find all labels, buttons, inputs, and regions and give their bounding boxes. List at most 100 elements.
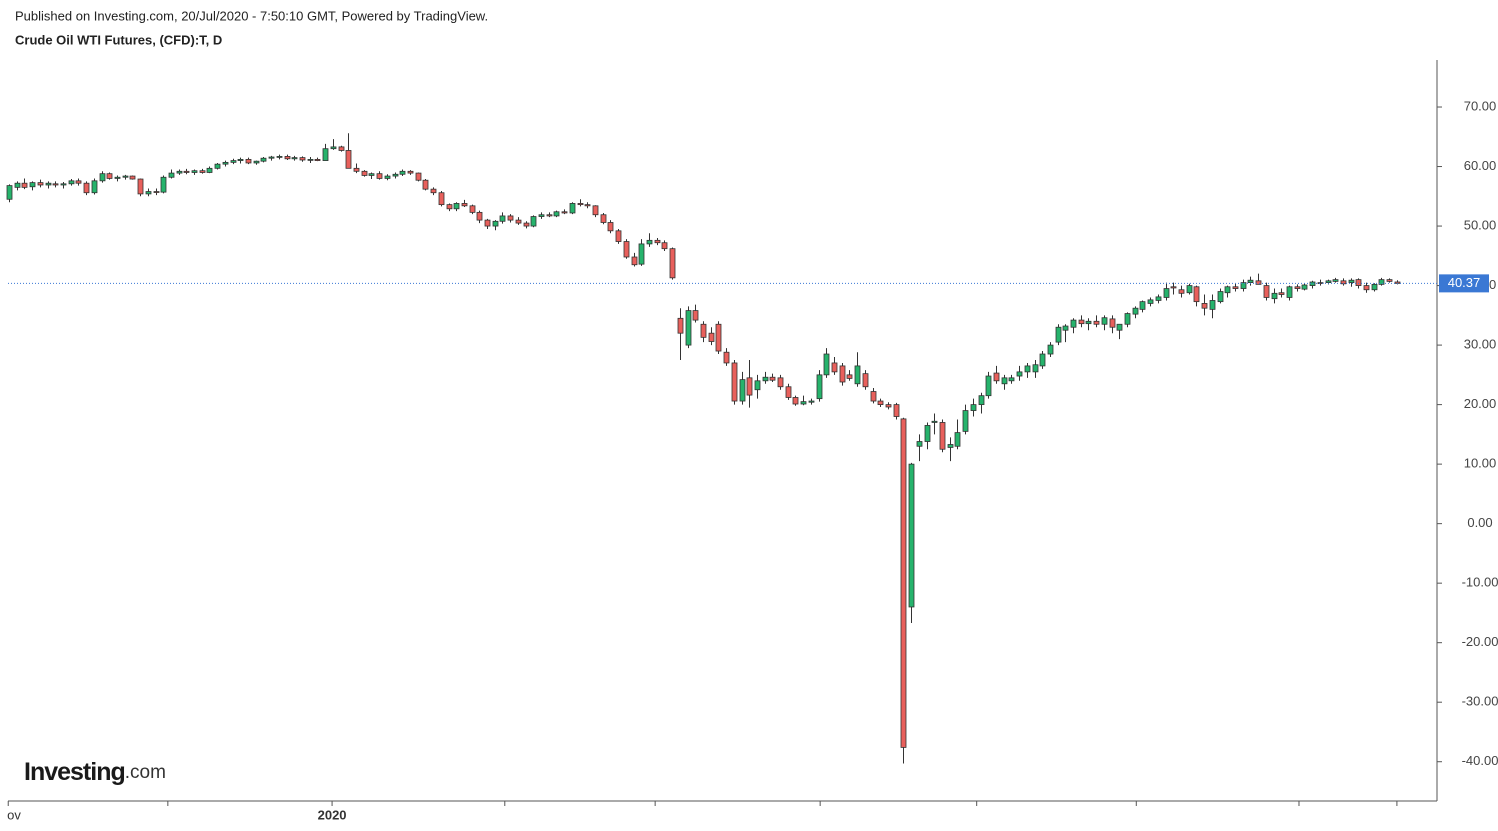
candle-body <box>692 310 699 321</box>
candle-body <box>646 239 653 245</box>
candle-body <box>1263 285 1270 298</box>
candle-body <box>1294 286 1301 289</box>
candle-body <box>592 205 599 216</box>
candle-body <box>75 180 82 184</box>
candle-body <box>839 365 846 383</box>
candle-body <box>415 172 422 181</box>
candle-body <box>407 170 414 174</box>
candle-body <box>769 376 776 381</box>
candle-body <box>307 158 314 161</box>
candle-body <box>1070 319 1077 328</box>
candle-body <box>368 173 375 176</box>
candle-body <box>68 180 75 185</box>
candle-body <box>345 150 352 169</box>
candle-body <box>515 219 522 224</box>
candle-body <box>1209 300 1216 310</box>
candle-body <box>1109 318 1116 328</box>
candle-body <box>461 203 468 207</box>
candle-body <box>553 211 560 217</box>
candle-body <box>1032 364 1039 373</box>
candle-body <box>623 241 630 258</box>
y-tick-label: -10.00 <box>1462 575 1498 590</box>
logo: Investing.com <box>24 758 166 786</box>
candle-body <box>1355 279 1362 286</box>
candle-body <box>723 351 730 364</box>
candle-body <box>954 432 961 447</box>
candle-body <box>376 173 383 179</box>
candle-body <box>399 170 406 175</box>
candle-body <box>230 160 237 163</box>
logo-suffix: .com <box>125 762 166 783</box>
candle-body <box>985 375 992 397</box>
candle-body <box>823 353 830 376</box>
candle-body <box>546 214 553 217</box>
candle-body <box>1247 279 1254 283</box>
candle-body <box>438 192 445 206</box>
y-tick-label: 60.00 <box>1464 158 1497 173</box>
candle-body <box>1085 320 1092 325</box>
candle-body <box>1016 371 1023 377</box>
candle-body <box>1055 326 1062 343</box>
candle-body <box>253 160 260 164</box>
candle-body <box>1008 377 1015 382</box>
candle-body <box>83 182 90 194</box>
candle-body <box>453 203 460 210</box>
candle-body <box>484 219 491 227</box>
candle-body <box>1001 377 1008 385</box>
candle-body <box>700 323 707 338</box>
y-tick-label: 50.00 <box>1464 217 1497 232</box>
candle-body <box>731 362 738 402</box>
candle-body <box>153 191 160 193</box>
candle-body <box>893 404 900 417</box>
candle-body <box>993 372 1000 382</box>
candle-body <box>245 158 252 164</box>
candle-body <box>947 444 954 448</box>
candle-body <box>530 216 537 227</box>
candle-body <box>392 173 399 177</box>
candle-body <box>99 173 106 182</box>
candle-body <box>862 373 869 388</box>
candle-body <box>1155 296 1162 301</box>
y-tick-label: 70.00 <box>1464 98 1497 113</box>
candle-body <box>1163 288 1170 298</box>
candle-body <box>792 397 799 405</box>
candle-body <box>353 167 360 172</box>
candle-body <box>1039 353 1046 367</box>
candle-body <box>1132 307 1139 315</box>
candle-body <box>168 172 175 178</box>
candle-body <box>762 376 769 382</box>
y-tick-label: -30.00 <box>1462 694 1498 709</box>
candle-body <box>677 317 684 334</box>
y-tick-label: 0.00 <box>1467 515 1492 530</box>
candle-body <box>1116 323 1123 331</box>
candle-body <box>268 156 275 159</box>
candle-body <box>145 191 152 195</box>
candle-body <box>1271 292 1278 300</box>
candle-body <box>746 377 753 396</box>
x-tick-label: 2020 <box>318 807 347 822</box>
candle-body <box>1348 279 1355 283</box>
candle-body <box>114 176 121 179</box>
candle-body <box>939 422 946 450</box>
candle-body <box>214 163 221 169</box>
candle-body <box>183 170 190 173</box>
candle-body <box>1301 284 1308 290</box>
candle-body <box>1224 286 1231 294</box>
candle-body <box>561 211 568 214</box>
candle-body <box>800 401 807 405</box>
candle-body <box>1386 279 1393 282</box>
candle-body <box>846 374 853 379</box>
candle-body <box>1147 299 1154 304</box>
candle-body <box>931 420 938 423</box>
candle-body <box>160 176 167 193</box>
candle-body <box>654 239 661 244</box>
candle-body <box>669 248 676 279</box>
candle-body <box>1170 286 1177 289</box>
candle-body <box>29 182 36 188</box>
last-price-label: 40.37 <box>1448 275 1481 290</box>
candle-body <box>1240 282 1247 289</box>
candle-body <box>1093 320 1100 325</box>
candle-body <box>1201 303 1208 309</box>
